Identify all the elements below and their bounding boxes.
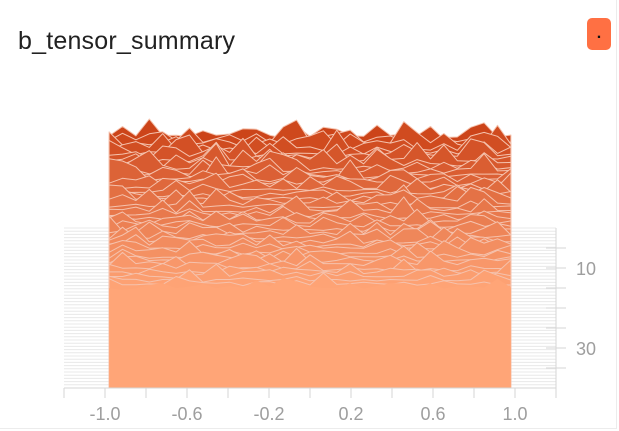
x-tick-label: -1.0 xyxy=(89,404,120,424)
x-tick-label: 0.2 xyxy=(338,404,363,424)
x-tick-label: -0.6 xyxy=(171,404,202,424)
expand-button[interactable]: . xyxy=(587,18,611,50)
y-tick-label: 10 xyxy=(576,259,596,279)
x-tick-label: 0.6 xyxy=(420,404,445,424)
x-tick-label: 1.0 xyxy=(502,404,527,424)
histogram-slice xyxy=(109,278,511,388)
chart-title: b_tensor_summary xyxy=(18,27,236,55)
x-tick-label: -0.2 xyxy=(253,404,284,424)
y-tick-label: 30 xyxy=(576,339,596,359)
